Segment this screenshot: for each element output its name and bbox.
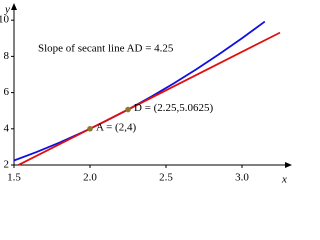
y-tick-label: 10 bbox=[0, 14, 10, 26]
x-axis-arrow bbox=[285, 162, 292, 168]
y-axis-label: y bbox=[4, 4, 10, 16]
y-tick-label: 8 bbox=[4, 50, 10, 62]
point bbox=[87, 125, 93, 132]
point-label: A = (2,4) bbox=[96, 121, 136, 133]
chart: y x Slope of secant line AD = 4.25 1.5 2.… bbox=[0, 3, 292, 186]
x-tick-label: 2.5 bbox=[159, 172, 173, 184]
x-tick-label: 3.0 bbox=[235, 172, 249, 184]
x-axis-label: x bbox=[281, 174, 287, 186]
y-axis-arrow bbox=[11, 3, 17, 10]
series-line bbox=[18, 31, 281, 166]
annotation: Slope of secant line AD = 4.25 bbox=[38, 43, 174, 55]
x-tick-label: 2.0 bbox=[83, 172, 97, 184]
y-tick-label: 6 bbox=[4, 86, 10, 98]
x-tick-label: 1.5 bbox=[7, 172, 21, 184]
point-label: D = (2.25,5.0625) bbox=[134, 102, 214, 114]
y-tick-label: 2 bbox=[4, 159, 10, 171]
point bbox=[125, 106, 131, 113]
y-tick-label: 4 bbox=[4, 122, 10, 134]
